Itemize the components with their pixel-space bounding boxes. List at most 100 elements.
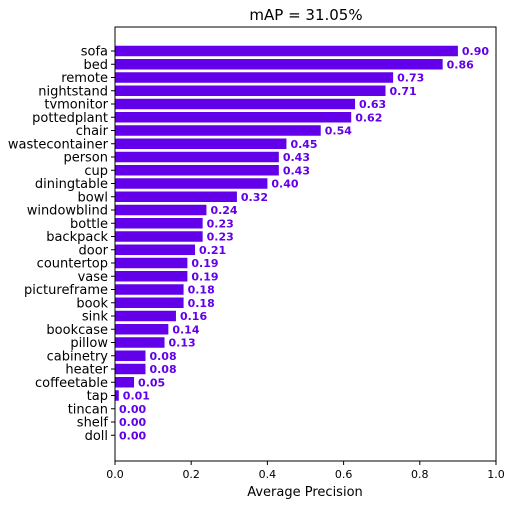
bar-tap (115, 390, 119, 401)
value-label-book: 0.18 (188, 297, 215, 310)
category-label-heater: heater (65, 363, 108, 378)
value-label-coffeetable: 0.05 (138, 376, 165, 389)
category-label-pictureframe: pictureframe (24, 283, 108, 298)
value-label-heater: 0.08 (149, 363, 176, 376)
bar-nightstand (115, 85, 386, 96)
category-label-nightstand: nightstand (38, 84, 108, 99)
value-label-pillow: 0.13 (169, 337, 196, 350)
bar-countertop (115, 257, 188, 269)
value-label-chair: 0.54 (325, 125, 352, 138)
value-label-wastecontainer: 0.45 (290, 138, 317, 151)
x-tick-label-0: 0.0 (106, 468, 124, 481)
value-label-person: 0.43 (283, 151, 310, 164)
bar-backpack (115, 231, 203, 242)
bar-diningtable (115, 178, 268, 189)
category-label-tvmonitor: tvmonitor (44, 98, 108, 113)
category-label-pottedplant: pottedplant (32, 111, 108, 126)
category-label-wastecontainer: wastecontainer (8, 137, 109, 152)
category-label-bottle: bottle (70, 217, 108, 232)
x-tick-label-5: 1.0 (487, 468, 505, 481)
value-labels: 0.900.860.730.710.630.620.540.450.430.43… (119, 45, 489, 442)
category-label-sofa: sofa (81, 45, 108, 60)
bar-bed (115, 59, 443, 70)
bar-tvmonitor (115, 98, 356, 110)
x-tick-label-1: 0.2 (182, 468, 200, 481)
category-label-diningtable: diningtable (35, 177, 108, 192)
bar-windowblind (115, 204, 207, 216)
bar-sink (115, 310, 176, 322)
value-label-diningtable: 0.40 (271, 178, 298, 191)
bar-cup (115, 165, 279, 176)
category-label-vase: vase (78, 270, 108, 285)
value-label-vase: 0.19 (191, 270, 218, 283)
category-label-cup: cup (84, 164, 108, 179)
category-label-door: door (78, 243, 108, 258)
value-label-tincan: 0.00 (119, 403, 146, 416)
category-label-countertop: countertop (37, 257, 108, 272)
x-axis-ticks: 0.0 0.2 0.4 0.6 0.8 1.0 (106, 461, 505, 481)
category-label-coffeetable: coffeetable (35, 376, 108, 391)
chart-title: mAP = 31.05% (249, 6, 362, 24)
category-label-tincan: tincan (68, 402, 108, 417)
category-label-bowl: bowl (78, 190, 108, 205)
value-label-cup: 0.43 (283, 164, 310, 177)
bar-remote (115, 72, 394, 83)
value-label-shelf: 0.00 (119, 416, 146, 429)
value-label-cabinetry: 0.08 (149, 350, 176, 363)
value-label-backpack: 0.23 (207, 231, 234, 244)
category-label-shelf: shelf (77, 416, 109, 431)
bar-bottle (115, 218, 203, 229)
value-label-bowl: 0.32 (241, 191, 268, 204)
value-label-tvmonitor: 0.63 (359, 98, 386, 111)
value-label-bed: 0.86 (447, 58, 474, 71)
category-label-remote: remote (61, 71, 108, 86)
category-label-book: book (76, 296, 108, 311)
bar-pottedplant (115, 112, 352, 123)
bar-bookcase (115, 324, 169, 335)
category-label-tap: tap (87, 389, 108, 404)
category-label-backpack: backpack (46, 230, 108, 245)
value-label-remote: 0.73 (397, 72, 424, 85)
category-label-windowblind: windowblind (27, 204, 108, 219)
value-label-bookcase: 0.14 (172, 323, 199, 336)
bar-person (115, 151, 279, 163)
bar-bowl (115, 191, 237, 202)
category-label-bed: bed (83, 58, 108, 73)
bar-book (115, 297, 184, 308)
value-label-windowblind: 0.24 (210, 204, 237, 217)
value-label-doll: 0.00 (119, 429, 146, 442)
category-label-cabinetry: cabinetry (47, 349, 109, 364)
bar-chair (115, 125, 321, 136)
x-tick-label-4: 0.8 (411, 468, 429, 481)
category-label-bookcase: bookcase (46, 323, 108, 338)
value-label-sink: 0.16 (180, 310, 207, 323)
bar-pictureframe (115, 284, 184, 295)
value-label-nightstand: 0.71 (390, 85, 417, 98)
x-tick-label-2: 0.4 (259, 468, 277, 481)
category-labels: sofabedremotenightstandtvmonitorpottedpl… (8, 45, 115, 444)
category-label-sink: sink (82, 310, 109, 325)
category-label-chair: chair (76, 124, 109, 139)
bar-door (115, 244, 196, 255)
value-label-countertop: 0.19 (191, 257, 218, 270)
bar-cabinetry (115, 350, 146, 361)
bar-coffeetable (115, 377, 135, 388)
value-label-tap: 0.01 (123, 390, 150, 403)
bars-group (115, 45, 458, 401)
bar-heater (115, 363, 146, 375)
category-label-person: person (63, 151, 108, 166)
category-label-pillow: pillow (70, 336, 108, 351)
value-label-sofa: 0.90 (462, 45, 489, 58)
value-label-door: 0.21 (199, 244, 226, 257)
value-label-pictureframe: 0.18 (188, 284, 215, 297)
bar-pillow (115, 337, 165, 348)
value-label-pottedplant: 0.62 (355, 111, 382, 124)
x-axis-title: Average Precision (247, 485, 363, 500)
bar-sofa (115, 45, 458, 57)
bar-vase (115, 271, 188, 282)
plot-frame (114, 26, 497, 462)
category-label-doll: doll (85, 429, 108, 444)
bar-wastecontainer (115, 138, 287, 149)
value-label-bottle: 0.23 (207, 217, 234, 230)
